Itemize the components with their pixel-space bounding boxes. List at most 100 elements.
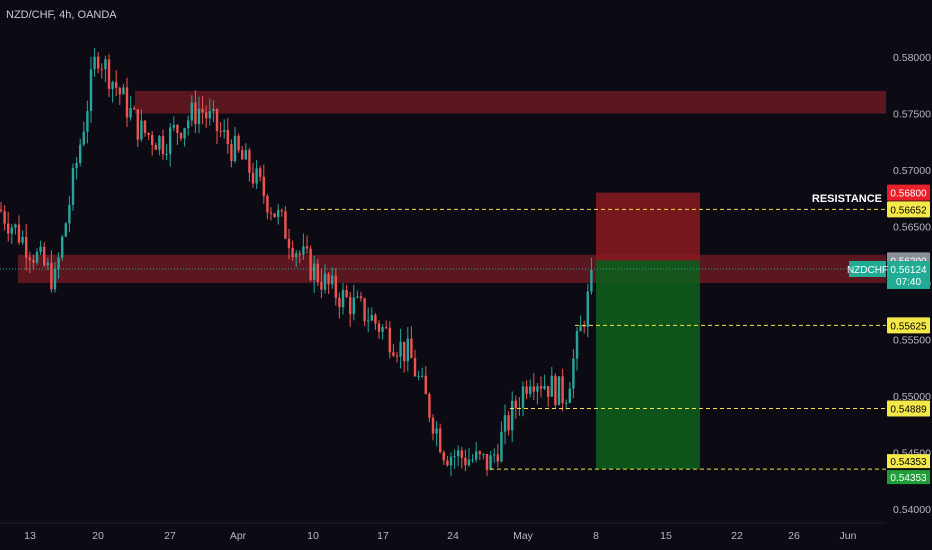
candle-body <box>503 415 507 432</box>
candle-body <box>190 102 193 121</box>
level-badge-3: 0.54353 <box>890 457 927 468</box>
candle-body <box>435 428 438 434</box>
candle-body <box>7 223 10 234</box>
level-badge-2-bg <box>887 400 930 417</box>
candle-body <box>79 144 82 163</box>
candle-body <box>536 386 539 392</box>
price-tick-label: 0.55000 <box>893 391 931 403</box>
date-tick-label: Apr <box>230 530 247 542</box>
candle-body <box>399 341 402 357</box>
candle-body <box>183 128 186 139</box>
candle-body <box>75 162 78 169</box>
zone-1 <box>18 254 886 283</box>
candle-body <box>61 236 64 258</box>
candle-body <box>345 290 348 297</box>
candle-body <box>46 262 49 266</box>
candle-body <box>467 459 471 466</box>
stop-badge-bg <box>887 184 930 201</box>
target-badge-bg <box>887 470 930 485</box>
candle-body <box>572 358 575 389</box>
level-badge-1: 0.55625 <box>890 321 927 332</box>
candle-body <box>590 269 593 292</box>
candle-body <box>305 246 309 249</box>
date-tick-label: Jun <box>840 530 857 542</box>
candle-body <box>21 236 24 243</box>
candle-body <box>215 109 219 131</box>
candle-body <box>341 290 345 308</box>
candle-body <box>143 120 147 134</box>
date-tick-label: 10 <box>307 530 319 542</box>
candle-body <box>507 415 510 431</box>
candle-body <box>133 108 136 110</box>
candle-body <box>273 213 276 218</box>
date-tick-label: 8 <box>593 530 599 542</box>
candle-body <box>406 338 409 362</box>
candle-body <box>43 246 46 266</box>
candle-body <box>460 450 463 458</box>
candle-body <box>71 168 75 205</box>
candle-body <box>154 144 157 150</box>
candle-body <box>241 150 244 160</box>
candle-body <box>86 111 89 132</box>
date-tick-label: 13 <box>24 530 36 542</box>
candle-body <box>575 331 579 359</box>
candle-body <box>377 323 381 332</box>
price-tick-label: 0.57000 <box>893 165 931 177</box>
resistance-badge-bg <box>887 201 930 218</box>
candle-body <box>439 428 442 453</box>
resistance-label: RESISTANCE <box>812 193 882 205</box>
candle-body <box>547 386 550 397</box>
candle-body <box>370 315 373 321</box>
candle-body <box>457 450 460 457</box>
symbol-tag: NZDCHF <box>847 265 888 276</box>
candle-body <box>403 341 406 362</box>
candle-body <box>125 87 129 118</box>
candle-body <box>169 127 172 155</box>
candle-body <box>255 168 258 184</box>
price-tick-label: 0.55500 <box>893 335 931 347</box>
candle-body <box>381 327 384 332</box>
candle-body <box>539 386 543 389</box>
date-tick-label: 26 <box>788 530 800 542</box>
countdown-badge: 07:40 <box>896 277 921 288</box>
candle-body <box>521 386 525 408</box>
candle-body <box>179 133 183 139</box>
candle-body <box>89 69 93 112</box>
candle-body <box>327 273 330 285</box>
candle-body <box>230 144 233 162</box>
take-profit-box <box>596 260 700 470</box>
candle-body <box>320 281 323 290</box>
candle-body <box>187 120 190 129</box>
date-tick-label: 20 <box>92 530 104 542</box>
date-tick-label: 15 <box>660 530 672 542</box>
candle-body <box>500 431 503 462</box>
candle-body <box>32 260 35 263</box>
candle-body <box>417 375 420 377</box>
candle-body <box>39 246 42 253</box>
candle-body <box>313 263 316 280</box>
candle-body <box>529 386 532 395</box>
candle-body <box>115 81 118 89</box>
candle-body <box>104 59 107 70</box>
candle-body <box>233 135 237 162</box>
candle-body <box>446 460 449 466</box>
candle-body <box>140 120 143 140</box>
candle-body <box>453 456 456 458</box>
candle-body <box>388 327 391 353</box>
resistance-badge: 0.56652 <box>890 205 927 216</box>
candle-body <box>496 454 499 462</box>
date-tick-label: 27 <box>164 530 176 542</box>
candle-body <box>295 253 298 258</box>
candle-body <box>287 238 291 248</box>
candle-body <box>161 136 165 155</box>
candle-body <box>176 124 179 134</box>
price-tick-label: 0.54000 <box>893 504 931 516</box>
candle-body <box>237 135 240 151</box>
candle-body <box>17 224 21 243</box>
zone-0 <box>135 90 886 114</box>
candle-body <box>122 87 125 95</box>
candle-body <box>482 454 485 456</box>
candle-body <box>0 209 3 212</box>
candle-body <box>554 375 557 406</box>
